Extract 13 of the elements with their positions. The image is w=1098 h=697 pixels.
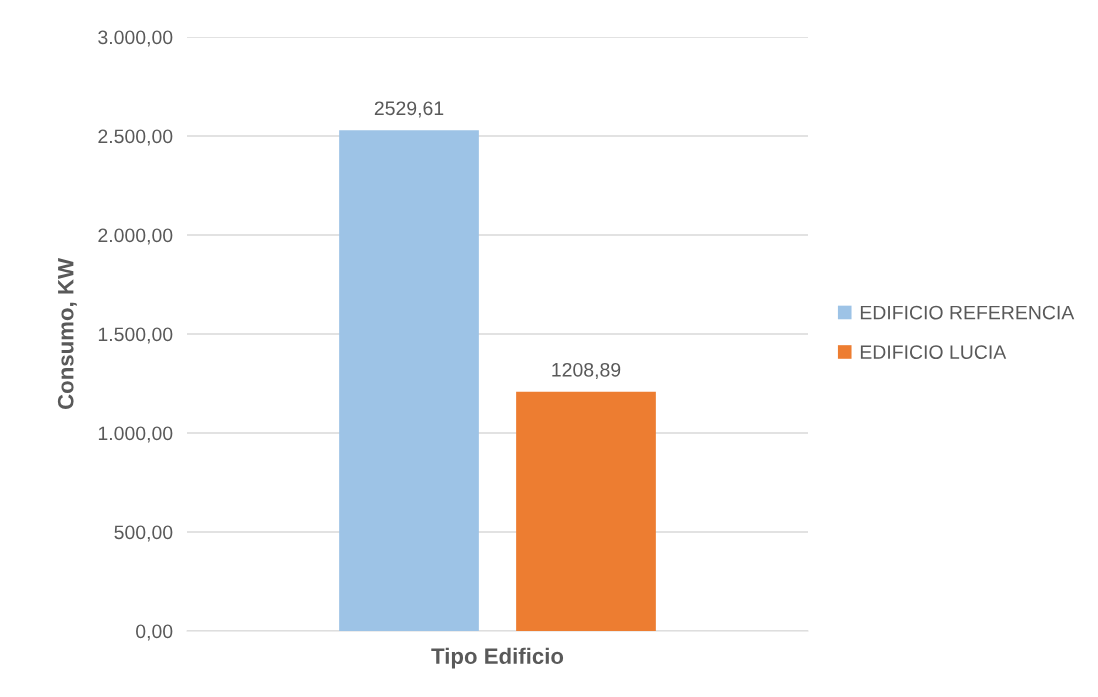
- y-tick-label: 2.000,00: [98, 228, 173, 245]
- y-axis-title: Consumo, KW: [57, 258, 77, 409]
- legend-label: EDIFICIO REFERENCIA: [860, 305, 1075, 320]
- y-tick-label: 1.500,00: [98, 327, 173, 344]
- legend-label: EDIFICIO LUCIA: [860, 345, 1007, 359]
- y-tick-label: 500,00: [114, 525, 173, 542]
- data-label: 1208,89: [552, 362, 621, 379]
- data-label: 2529,61: [374, 101, 444, 118]
- y-tick-label: 3.000,00: [98, 30, 173, 47]
- y-tick-label: 1.000,00: [98, 426, 173, 443]
- y-tick-label: 0,00: [136, 624, 173, 641]
- x-axis-title: Tipo Edificio: [431, 647, 564, 669]
- y-tick-label: 2.500,00: [98, 129, 173, 146]
